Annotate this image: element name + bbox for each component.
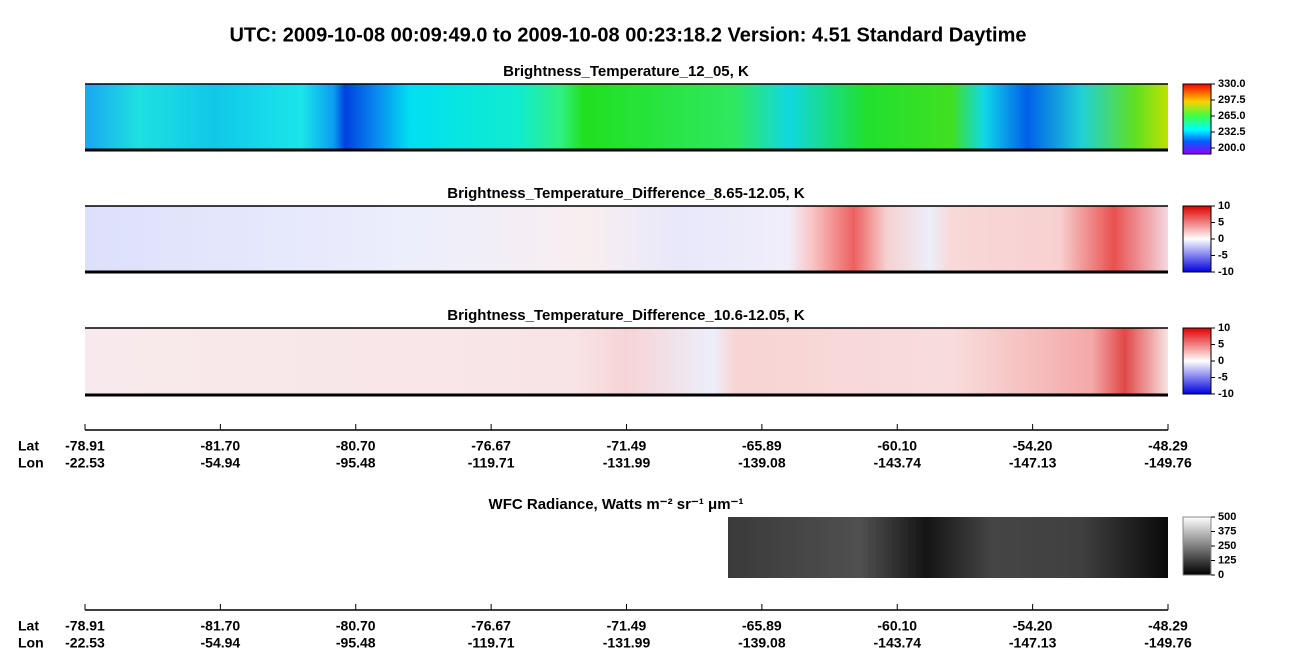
lat-value: -48.29 [1148,438,1188,454]
colorbar-label: 5 [1218,216,1224,228]
lat-value: -78.91 [65,438,105,454]
lat-value: -76.67 [471,618,511,634]
lat-value: -81.70 [201,438,241,454]
colorbar-label: 0 [1218,569,1224,581]
lon-value: -22.53 [65,635,105,651]
lon-label: Lon [18,635,44,651]
panel-title: Brightness_Temperature_Difference_10.6-1… [447,307,805,324]
lat-value: -65.89 [742,438,782,454]
lon-value: -95.48 [336,455,376,471]
lat-value: -48.29 [1148,618,1188,634]
colorbar [1182,516,1212,576]
colorbar [1182,83,1212,155]
colorbar-label: 330.0 [1218,78,1246,90]
wfc-image [728,517,1168,578]
strip-image [85,328,1168,395]
lat-value: -60.10 [877,438,917,454]
lat-label: Lat [18,438,39,454]
lat-value: -65.89 [742,618,782,634]
lat-value: -60.10 [877,618,917,634]
lon-value: -54.94 [201,455,241,471]
lon-value: -143.74 [874,455,922,471]
lon-value: -139.08 [738,635,786,651]
colorbar-label: 10 [1218,200,1230,212]
lon-value: -147.13 [1009,635,1057,651]
lon-value: -119.71 [468,635,515,651]
lon-value: -22.53 [65,455,105,471]
colorbar-label: 375 [1218,525,1236,537]
lon-value: -147.13 [1009,455,1057,471]
lon-value: -131.99 [603,635,651,651]
lat-value: -54.20 [1013,618,1053,634]
lon-value: -119.71 [468,455,515,471]
colorbar-label: 200.0 [1218,142,1246,154]
panel-title: Brightness_Temperature_12_05, K [503,63,749,80]
strip-borders [85,83,1168,397]
lat-value: -71.49 [607,438,647,454]
lat-value: -78.91 [65,618,105,634]
colorbar-label: 232.5 [1218,126,1246,138]
colorbar [1182,205,1212,273]
strip-image [85,206,1168,272]
lat-value: -71.49 [607,618,647,634]
colorbar-label: 500 [1218,511,1236,523]
colorbar [1182,327,1212,395]
lon-value: -149.76 [1144,455,1192,471]
lat-label: Lat [18,618,39,634]
lon-value: -95.48 [336,635,376,651]
colorbar-label: -10 [1218,266,1234,278]
lon-value: -54.94 [201,635,241,651]
colorbar-label: 0 [1218,355,1224,367]
lat-value: -80.70 [336,618,376,634]
strip-image [85,84,1168,150]
lat-value: -76.67 [471,438,511,454]
lon-value: -139.08 [738,455,786,471]
panel-title: WFC Radiance, Watts m⁻² sr⁻¹ μm⁻¹ [489,496,744,513]
title: UTC: 2009-10-08 00:09:49.0 to 2009-10-08… [229,24,1026,46]
lon-value: -149.76 [1144,635,1192,651]
colorbar-label: 125 [1218,554,1236,566]
lat-value: -81.70 [201,618,241,634]
lon-value: -143.74 [874,635,922,651]
lon-label: Lon [18,455,44,471]
colorbar-label: 297.5 [1218,94,1246,106]
lat-value: -54.20 [1013,438,1053,454]
colorbar-label: 265.0 [1218,110,1246,122]
lon-value: -131.99 [603,455,651,471]
colorbar-label: -5 [1218,371,1228,383]
colorbar-label: -5 [1218,249,1228,261]
colorbar-label: 250 [1218,540,1236,552]
colorbar-label: -10 [1218,388,1234,400]
colorbar-label: 5 [1218,338,1224,350]
colorbar-label: 0 [1218,233,1224,245]
lat-value: -80.70 [336,438,376,454]
panel-title: Brightness_Temperature_Difference_8.65-1… [447,185,805,202]
colorbar-label: 10 [1218,322,1230,334]
